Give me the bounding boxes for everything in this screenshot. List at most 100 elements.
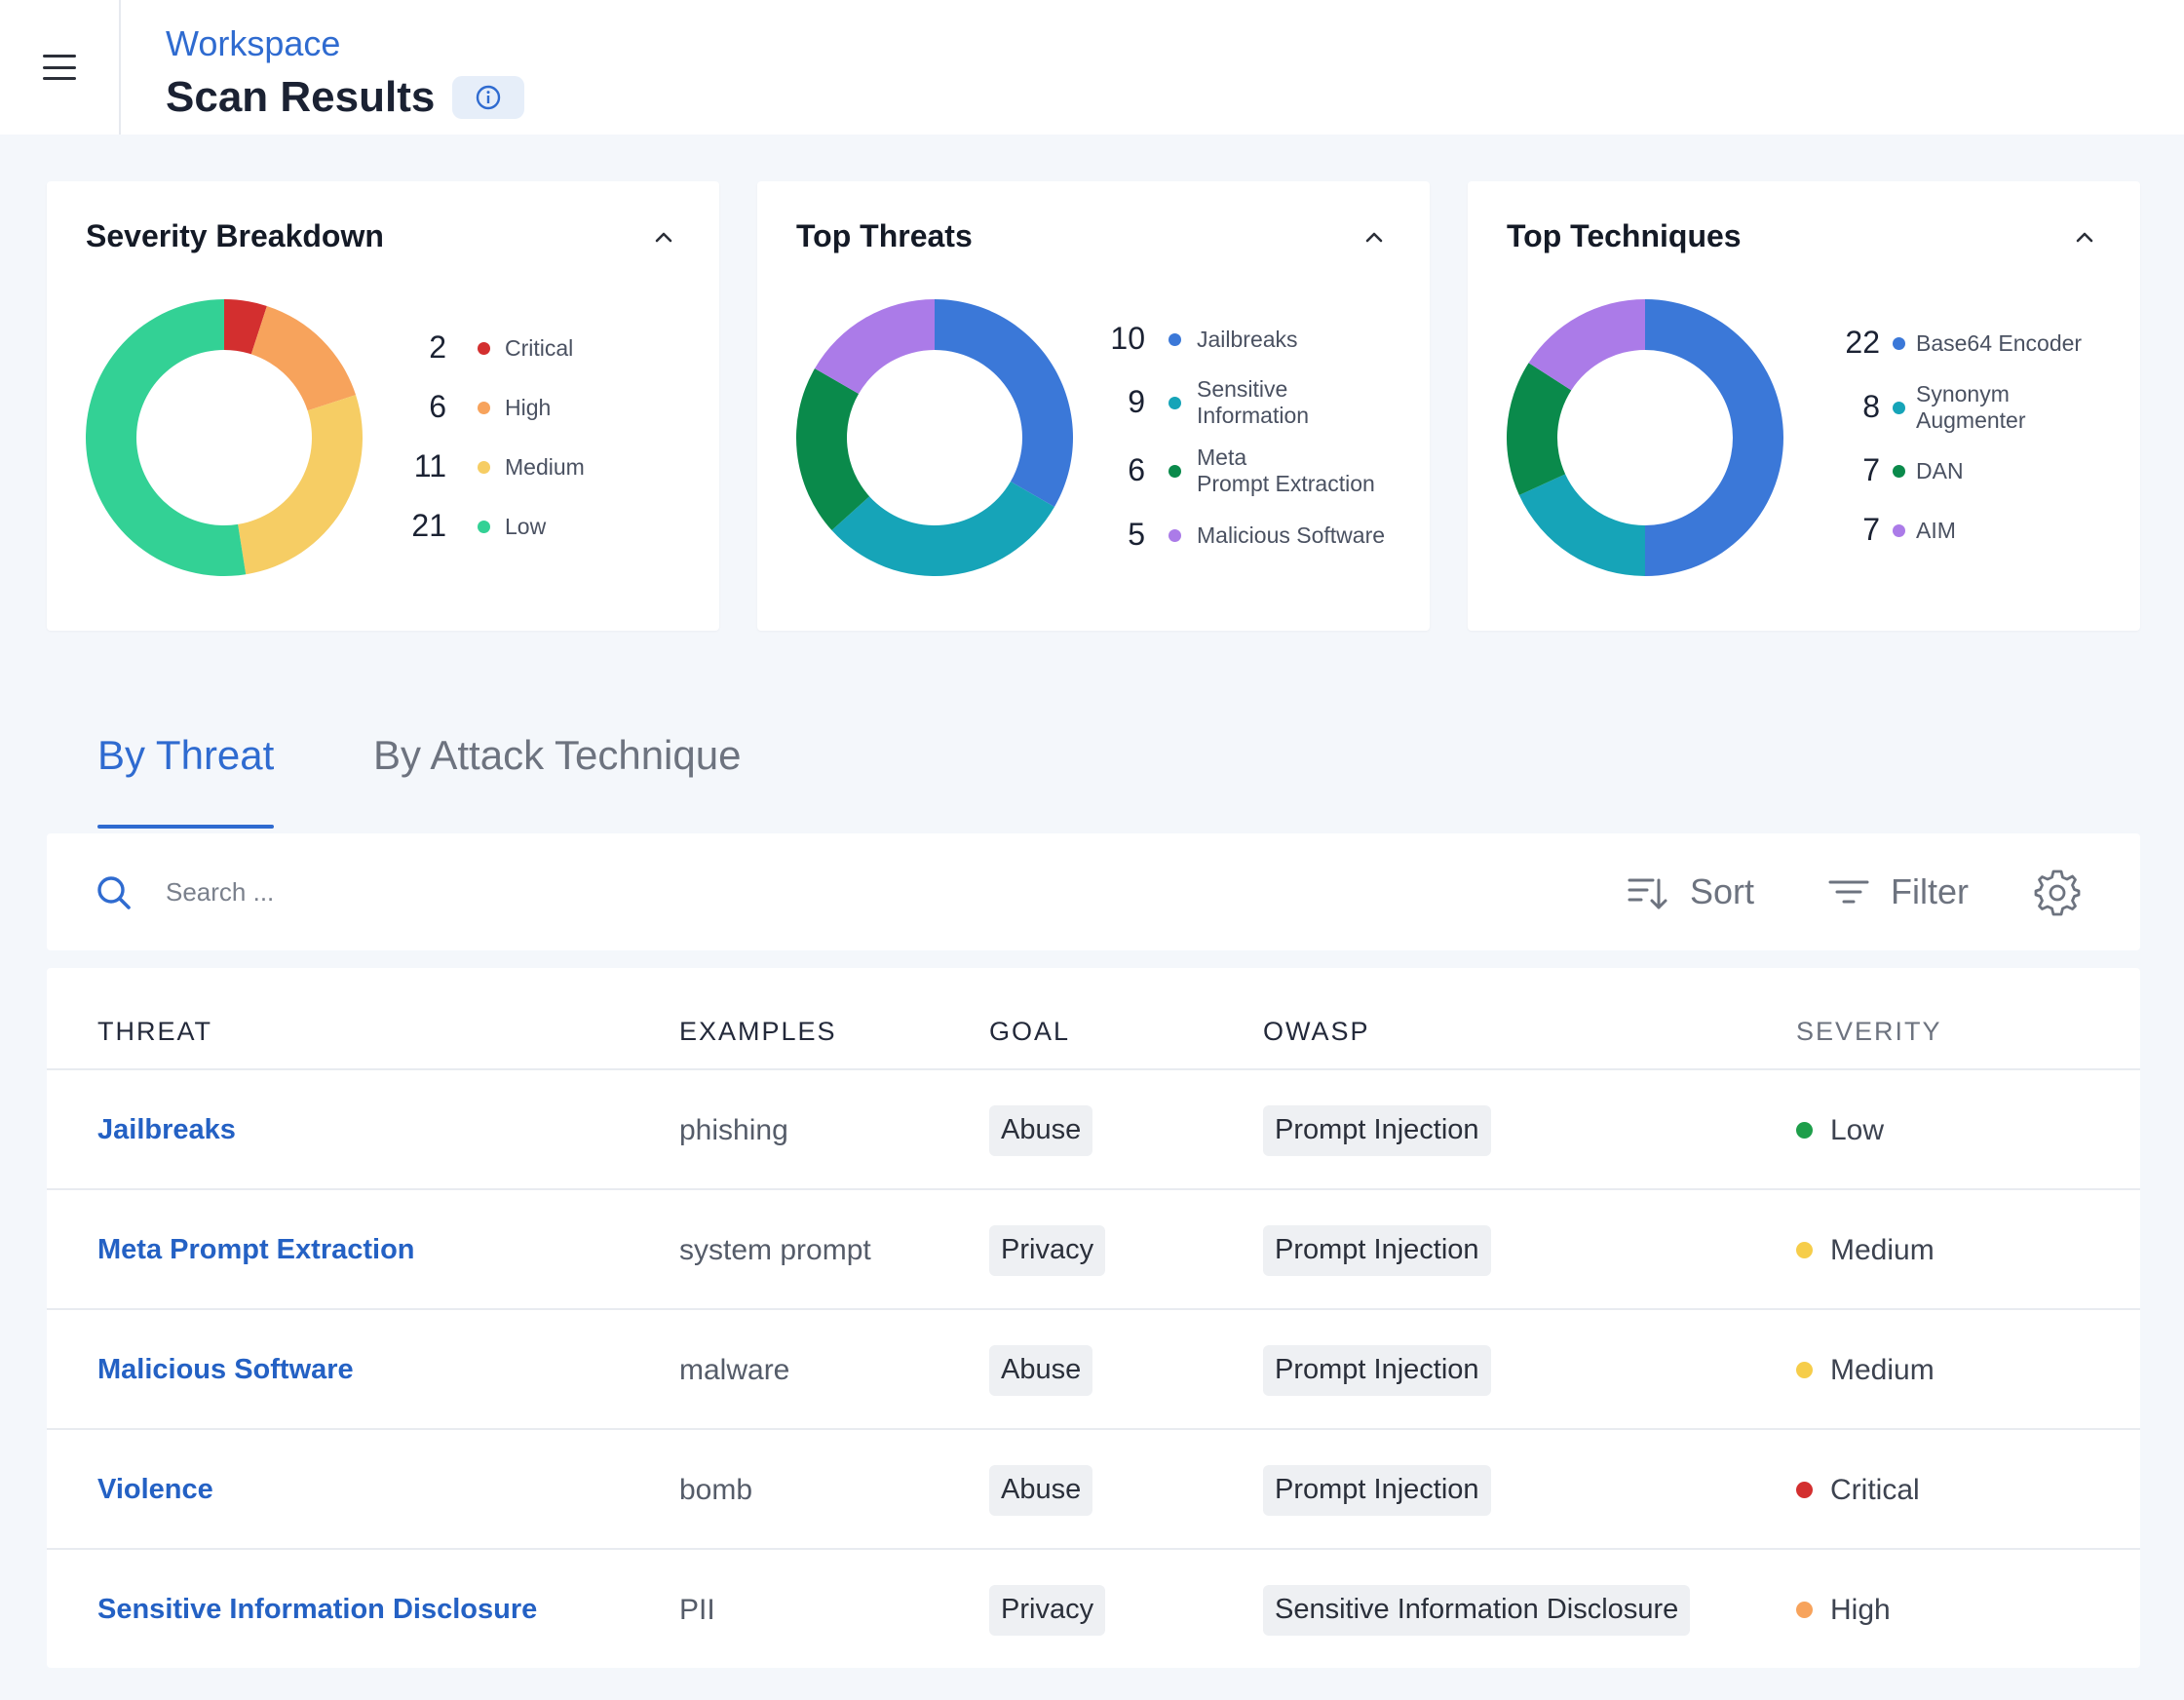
legend-label: AIM <box>1916 517 1956 543</box>
sort-label: Sort <box>1690 871 1755 911</box>
sort-button[interactable]: Sort <box>1628 863 1754 921</box>
table-row[interactable]: Sensitive Information Disclosure PII Pri… <box>47 1548 2140 1668</box>
goal-chip: Privacy <box>989 1584 1106 1636</box>
column-header-goal[interactable]: GOAL <box>989 1017 1071 1046</box>
legend-value: 21 <box>411 508 446 543</box>
table-row[interactable]: Malicious Software malware Abuse Prompt … <box>47 1308 2140 1428</box>
app-header: Workspace Scan Results <box>0 0 2184 135</box>
info-button[interactable] <box>452 76 525 119</box>
legend-label: Jailbreaks <box>1197 326 1298 352</box>
table-row[interactable]: Meta Prompt Extraction system prompt Pri… <box>47 1188 2140 1308</box>
owasp-chip: Prompt Injection <box>1263 1464 1491 1516</box>
card-title: Severity Breakdown <box>86 218 384 253</box>
donut-slice-1[interactable] <box>250 305 357 411</box>
table-row[interactable]: Jailbreaks phishing Abuse Prompt Injecti… <box>47 1068 2140 1188</box>
severity-dot <box>1796 1122 1813 1139</box>
settings-gear-icon[interactable] <box>2033 869 2082 917</box>
legend-label: Medium <box>505 453 585 480</box>
column-header-examples[interactable]: EXAMPLES <box>679 1017 837 1046</box>
legend-label: DAN <box>1916 457 1964 483</box>
legend-label: Base64 Encoder <box>1916 329 2083 356</box>
chevron-up-icon[interactable] <box>2072 224 2097 250</box>
legend-value: 7 <box>1862 512 1880 547</box>
severity-label: High <box>1830 1593 1891 1626</box>
severity-dot <box>1796 1362 1813 1378</box>
legend-value: 22 <box>1845 325 1880 360</box>
goal-chip: Abuse <box>989 1344 1093 1396</box>
filter-icon <box>1828 880 1869 904</box>
legend-swatch <box>1893 524 1905 537</box>
column-header-owasp[interactable]: OWASP <box>1263 1017 1370 1046</box>
severity-label: Medium <box>1830 1353 1935 1386</box>
donut-slice-1[interactable] <box>831 482 1054 576</box>
threat-link[interactable]: Malicious Software <box>97 1354 354 1385</box>
legend-value: 7 <box>1862 452 1880 487</box>
legend-value: 9 <box>1128 384 1145 419</box>
tab-by-threat[interactable]: By Threat <box>97 732 275 778</box>
column-header-threat[interactable]: THREAT <box>97 1017 212 1046</box>
legend-swatch <box>1169 333 1181 346</box>
column-header-severity[interactable]: SEVERITY <box>1796 1017 1942 1046</box>
legend-label: Sensitive Information <box>1197 376 1310 428</box>
example-text: bomb <box>679 1473 753 1506</box>
goal-chip: Abuse <box>989 1104 1093 1156</box>
search-icon <box>97 876 131 909</box>
chevron-up-icon[interactable] <box>651 224 676 250</box>
legend-label: Malicious Software <box>1197 522 1386 548</box>
donut-slice-3[interactable] <box>1528 299 1645 391</box>
tab-by-attack-technique[interactable]: By Attack Technique <box>373 732 742 778</box>
filter-label: Filter <box>1891 871 1969 911</box>
table-row[interactable]: Violence bomb Abuse Prompt Injection Cri… <box>47 1428 2140 1548</box>
legend-swatch <box>1169 397 1181 409</box>
legend-swatch <box>1893 465 1905 478</box>
menu-button[interactable] <box>0 0 121 135</box>
search-input[interactable] <box>166 869 750 915</box>
donut-slice-2[interactable] <box>796 368 870 531</box>
donut-slice-0[interactable] <box>224 299 267 355</box>
donut-slice-0[interactable] <box>1645 299 1783 576</box>
sort-icon <box>1628 878 1667 909</box>
legend-swatch <box>1893 402 1905 414</box>
filter-button[interactable]: Filter <box>1828 863 1969 921</box>
title-block: Workspace Scan Results <box>121 0 525 135</box>
legend-label: Critical <box>505 334 574 361</box>
threats-table: THREAT EXAMPLES GOAL OWASP SEVERITY Jail… <box>47 968 2140 1668</box>
techniques-donut-chart <box>1507 299 1783 576</box>
page-title: Scan Results <box>166 73 436 121</box>
donut-slice-0[interactable] <box>935 299 1073 507</box>
severity-label: Medium <box>1830 1233 1935 1266</box>
legend-swatch <box>478 342 490 355</box>
threat-link[interactable]: Sensitive Information Disclosure <box>97 1594 538 1625</box>
threat-link[interactable]: Jailbreaks <box>97 1114 236 1145</box>
legend-label: Meta Prompt Extraction <box>1197 444 1375 496</box>
legend-swatch <box>478 402 490 414</box>
breadcrumb-workspace[interactable]: Workspace <box>166 23 341 63</box>
card-title: Top Techniques <box>1507 218 1742 253</box>
donut-slice-2[interactable] <box>238 395 363 575</box>
legend-value: 2 <box>429 329 446 365</box>
severity-donut-chart <box>86 299 363 576</box>
goal-chip: Abuse <box>989 1464 1093 1516</box>
donut-slice-1[interactable] <box>1518 474 1645 576</box>
chevron-up-icon[interactable] <box>1361 224 1387 250</box>
legend-swatch <box>1169 529 1181 542</box>
legend-swatch <box>1169 465 1181 478</box>
donut-slice-3[interactable] <box>86 299 247 576</box>
owasp-chip: Sensitive Information Disclosure <box>1263 1584 1691 1636</box>
legend-value: 8 <box>1862 389 1880 424</box>
severity-dot <box>1796 1242 1813 1258</box>
legend-value: 6 <box>1128 452 1145 487</box>
donut-slice-2[interactable] <box>1507 363 1572 495</box>
legend-swatch <box>478 521 490 533</box>
info-icon <box>477 85 501 110</box>
example-text: phishing <box>679 1113 788 1146</box>
donut-slice-3[interactable] <box>815 299 935 394</box>
threat-link[interactable]: Meta Prompt Extraction <box>97 1234 415 1265</box>
legend-swatch <box>1893 337 1905 350</box>
goal-chip: Privacy <box>989 1224 1106 1276</box>
top-threats-card: Top Threats 10 Jailbreaks 9 Sensitive Inform… <box>757 181 1430 631</box>
severity-label: Critical <box>1830 1473 1920 1506</box>
example-text: malware <box>679 1353 790 1386</box>
legend-label: Synonym Augmenter <box>1916 381 2026 433</box>
threat-link[interactable]: Violence <box>97 1474 213 1505</box>
